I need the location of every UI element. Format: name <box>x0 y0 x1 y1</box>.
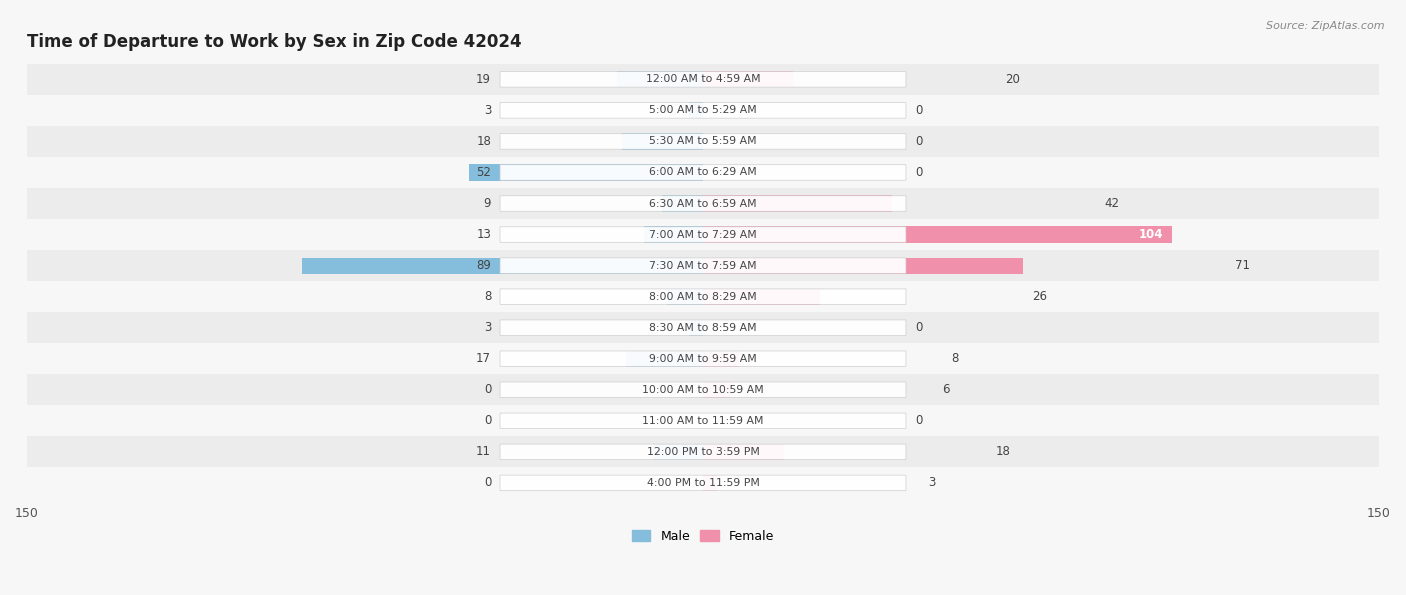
Bar <box>27 95 1379 126</box>
FancyBboxPatch shape <box>501 227 905 242</box>
Bar <box>27 157 1379 188</box>
Text: 11:00 AM to 11:59 AM: 11:00 AM to 11:59 AM <box>643 416 763 426</box>
Text: 11: 11 <box>477 445 491 458</box>
Bar <box>27 281 1379 312</box>
Text: 42: 42 <box>1104 197 1119 210</box>
Text: 5:30 AM to 5:59 AM: 5:30 AM to 5:59 AM <box>650 136 756 146</box>
Text: 17: 17 <box>477 352 491 365</box>
Bar <box>27 405 1379 436</box>
Text: 89: 89 <box>477 259 491 272</box>
Text: 0: 0 <box>484 383 491 396</box>
Text: 0: 0 <box>484 414 491 427</box>
Text: 5:00 AM to 5:29 AM: 5:00 AM to 5:29 AM <box>650 105 756 115</box>
FancyBboxPatch shape <box>501 382 905 397</box>
Text: 0: 0 <box>484 477 491 490</box>
Bar <box>703 195 893 212</box>
Text: 6:00 AM to 6:29 AM: 6:00 AM to 6:29 AM <box>650 167 756 177</box>
Text: 13: 13 <box>477 228 491 241</box>
Text: 3: 3 <box>484 104 491 117</box>
Bar <box>617 71 703 87</box>
Bar <box>689 320 703 336</box>
Text: 3: 3 <box>484 321 491 334</box>
Text: 9: 9 <box>484 197 491 210</box>
FancyBboxPatch shape <box>501 134 905 149</box>
Text: 0: 0 <box>915 166 922 179</box>
Text: Source: ZipAtlas.com: Source: ZipAtlas.com <box>1267 21 1385 31</box>
Bar <box>27 374 1379 405</box>
FancyBboxPatch shape <box>501 103 905 118</box>
Text: 18: 18 <box>995 445 1011 458</box>
Text: 8:30 AM to 8:59 AM: 8:30 AM to 8:59 AM <box>650 322 756 333</box>
Text: 6: 6 <box>942 383 949 396</box>
Text: 8: 8 <box>484 290 491 303</box>
Bar <box>703 258 1024 274</box>
Text: 52: 52 <box>477 166 491 179</box>
Bar <box>27 64 1379 95</box>
Bar <box>621 133 703 149</box>
Text: 0: 0 <box>915 414 922 427</box>
Bar <box>27 312 1379 343</box>
FancyBboxPatch shape <box>501 320 905 336</box>
Bar <box>703 227 1171 243</box>
Text: 4:00 PM to 11:59 PM: 4:00 PM to 11:59 PM <box>647 478 759 488</box>
Bar <box>666 289 703 305</box>
FancyBboxPatch shape <box>501 165 905 180</box>
Bar <box>703 444 785 460</box>
Bar <box>703 71 793 87</box>
FancyBboxPatch shape <box>501 351 905 367</box>
Text: 3: 3 <box>928 477 936 490</box>
Text: 8: 8 <box>950 352 959 365</box>
Text: 12:00 AM to 4:59 AM: 12:00 AM to 4:59 AM <box>645 74 761 84</box>
FancyBboxPatch shape <box>501 475 905 491</box>
Text: 10:00 AM to 10:59 AM: 10:00 AM to 10:59 AM <box>643 385 763 394</box>
Bar <box>27 343 1379 374</box>
Bar <box>468 164 703 180</box>
FancyBboxPatch shape <box>501 258 905 273</box>
Bar <box>703 289 820 305</box>
Text: 104: 104 <box>1139 228 1163 241</box>
Bar <box>703 350 740 367</box>
Bar <box>27 188 1379 219</box>
Bar <box>27 219 1379 250</box>
FancyBboxPatch shape <box>501 444 905 459</box>
Bar <box>627 350 703 367</box>
Bar <box>662 195 703 212</box>
FancyBboxPatch shape <box>501 71 905 87</box>
Text: Time of Departure to Work by Sex in Zip Code 42024: Time of Departure to Work by Sex in Zip … <box>27 33 522 51</box>
Bar <box>689 102 703 118</box>
Bar <box>27 250 1379 281</box>
Legend: Male, Female: Male, Female <box>627 525 779 548</box>
FancyBboxPatch shape <box>501 289 905 305</box>
Text: 0: 0 <box>915 135 922 148</box>
Text: 6:30 AM to 6:59 AM: 6:30 AM to 6:59 AM <box>650 199 756 208</box>
Text: 20: 20 <box>1005 73 1019 86</box>
Text: 71: 71 <box>1234 259 1250 272</box>
Bar <box>644 227 703 243</box>
Bar <box>27 126 1379 157</box>
Text: 7:30 AM to 7:59 AM: 7:30 AM to 7:59 AM <box>650 261 756 271</box>
Text: 7:00 AM to 7:29 AM: 7:00 AM to 7:29 AM <box>650 230 756 240</box>
Bar <box>654 444 703 460</box>
Text: 8:00 AM to 8:29 AM: 8:00 AM to 8:29 AM <box>650 292 756 302</box>
FancyBboxPatch shape <box>501 196 905 211</box>
Bar <box>27 468 1379 499</box>
Text: 0: 0 <box>915 104 922 117</box>
Text: 0: 0 <box>915 321 922 334</box>
Bar <box>703 475 717 491</box>
Bar <box>27 436 1379 468</box>
Text: 26: 26 <box>1032 290 1047 303</box>
Text: 18: 18 <box>477 135 491 148</box>
Text: 9:00 AM to 9:59 AM: 9:00 AM to 9:59 AM <box>650 354 756 364</box>
Bar <box>703 382 730 398</box>
Text: 12:00 PM to 3:59 PM: 12:00 PM to 3:59 PM <box>647 447 759 457</box>
Bar <box>302 258 703 274</box>
FancyBboxPatch shape <box>501 413 905 428</box>
Text: 19: 19 <box>477 73 491 86</box>
